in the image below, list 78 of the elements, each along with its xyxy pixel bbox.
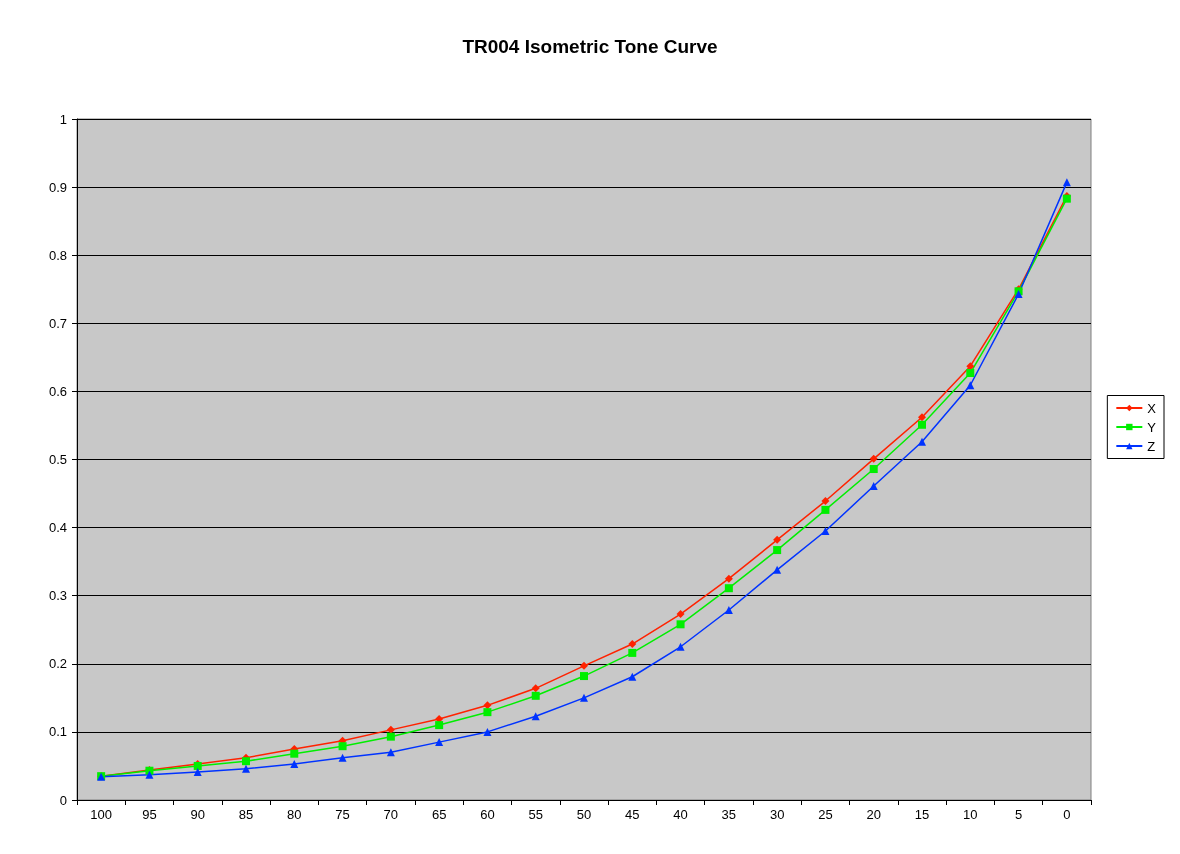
x-tick-label: 35 bbox=[721, 807, 737, 822]
point bbox=[773, 565, 782, 574]
x-tick-label: 25 bbox=[818, 807, 833, 822]
x-tick-label: 95 bbox=[142, 807, 157, 822]
point bbox=[676, 610, 685, 619]
point bbox=[821, 505, 830, 514]
y-tick-label: 0.6 bbox=[48, 383, 67, 399]
point bbox=[773, 546, 782, 555]
point bbox=[483, 727, 492, 736]
point bbox=[290, 759, 299, 768]
legend-label: Z bbox=[1147, 438, 1156, 454]
point bbox=[580, 661, 588, 670]
point bbox=[918, 420, 926, 429]
x-tick-label: 90 bbox=[190, 807, 205, 822]
point bbox=[918, 413, 926, 422]
point bbox=[483, 701, 492, 710]
x-tick-label: 10 bbox=[963, 807, 978, 822]
point bbox=[869, 454, 878, 463]
x-tick-label: 30 bbox=[769, 807, 785, 822]
x-tick-label: 0 bbox=[1063, 807, 1071, 822]
x-tick-label: 80 bbox=[287, 807, 302, 822]
x-tick-label: 15 bbox=[914, 807, 930, 822]
x-tick-label: 5 bbox=[1014, 807, 1023, 822]
point bbox=[483, 708, 492, 717]
point bbox=[145, 770, 154, 779]
point bbox=[242, 764, 250, 773]
point bbox=[338, 753, 347, 762]
y-tick-label: 0.9 bbox=[48, 179, 67, 195]
y-tick-label: 0.1 bbox=[48, 724, 67, 740]
x-tick-label: 100 bbox=[90, 807, 112, 822]
point bbox=[386, 725, 395, 734]
x-tick-label: 55 bbox=[528, 807, 543, 822]
point bbox=[918, 437, 926, 446]
point bbox=[821, 497, 830, 506]
point bbox=[628, 640, 637, 649]
point bbox=[628, 672, 637, 681]
x-tick-label: 20 bbox=[866, 807, 881, 822]
y-tick-label: 0.3 bbox=[48, 588, 67, 604]
point bbox=[869, 482, 878, 491]
y-tick-label: 0 bbox=[59, 792, 67, 808]
point bbox=[628, 648, 637, 657]
y-tick-label: 0.5 bbox=[48, 452, 67, 467]
point bbox=[773, 535, 782, 544]
point bbox=[242, 757, 250, 766]
point bbox=[290, 749, 299, 758]
legend-label: Y bbox=[1147, 419, 1157, 435]
point bbox=[676, 642, 685, 651]
x-tick-label: 65 bbox=[431, 807, 447, 822]
point bbox=[435, 738, 444, 747]
legend-label: X bbox=[1147, 400, 1157, 416]
y-tick-label: 1 bbox=[59, 111, 67, 127]
point bbox=[193, 768, 202, 777]
point bbox=[724, 584, 733, 593]
point bbox=[869, 465, 878, 474]
x-tick-label: 85 bbox=[238, 807, 254, 822]
y-tick-label: 0.2 bbox=[48, 656, 67, 672]
x-tick-label: 45 bbox=[625, 807, 640, 822]
point bbox=[724, 574, 733, 583]
point bbox=[435, 721, 444, 730]
point bbox=[386, 732, 395, 741]
chart-title: TR004 Isometric Tone Curve bbox=[462, 36, 718, 57]
x-tick-label: 40 bbox=[673, 807, 688, 822]
x-tick-label: 50 bbox=[576, 807, 592, 822]
x-tick-label: 75 bbox=[335, 807, 350, 822]
x-tick-label: 70 bbox=[383, 807, 399, 822]
x-tick-label: 60 bbox=[480, 807, 495, 822]
point bbox=[531, 684, 540, 693]
point bbox=[966, 369, 975, 378]
point bbox=[580, 672, 588, 681]
y-tick-label: 0.8 bbox=[48, 247, 67, 263]
point bbox=[724, 606, 733, 614]
point bbox=[821, 527, 830, 536]
y-tick-label: 0.7 bbox=[48, 315, 67, 331]
y-tick-label: 0.4 bbox=[48, 520, 67, 536]
point bbox=[676, 620, 685, 629]
point bbox=[531, 691, 540, 700]
point bbox=[580, 693, 588, 702]
point bbox=[338, 742, 347, 751]
